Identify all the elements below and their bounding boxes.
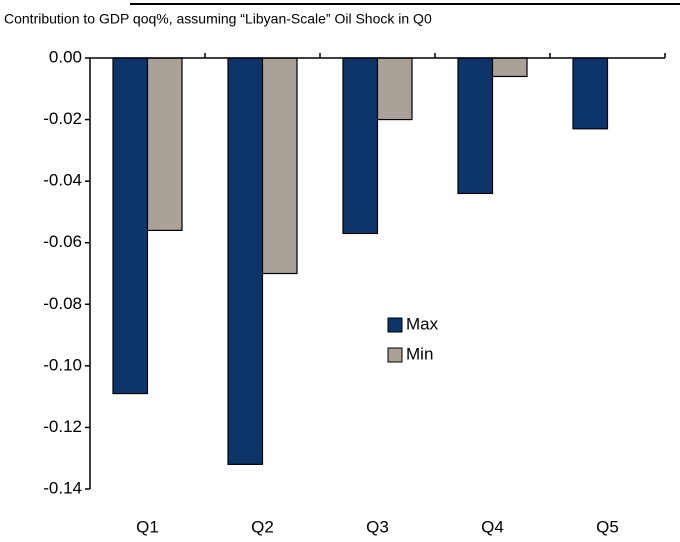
legend-swatch — [387, 317, 403, 333]
x-tick-label: Q1 — [136, 517, 159, 536]
legend-swatch — [387, 347, 403, 363]
legend-label: Min — [406, 344, 433, 363]
bar — [342, 57, 379, 235]
bar — [376, 57, 413, 121]
x-tick-label: Q3 — [366, 517, 389, 536]
y-tick-label: -0.02 — [43, 109, 82, 128]
bar — [572, 57, 609, 130]
bar — [261, 57, 298, 275]
y-tick-label: -0.14 — [43, 478, 82, 497]
y-tick-label: -0.06 — [43, 232, 82, 251]
chart-subtitle: Contribution to GDP qoq%, assuming “Liby… — [4, 11, 432, 27]
y-tick-label: -0.10 — [43, 355, 82, 374]
x-tick-label: Q5 — [596, 517, 619, 536]
x-tick-label: Q2 — [251, 517, 274, 536]
bar — [227, 57, 264, 465]
y-tick-label: -0.12 — [43, 417, 82, 436]
bar — [146, 57, 183, 231]
bar — [112, 57, 149, 395]
legend-label: Max — [406, 314, 439, 333]
y-tick-label: -0.04 — [43, 171, 82, 190]
y-tick-label: 0.00 — [49, 47, 82, 66]
bar — [457, 57, 494, 195]
x-tick-label: Q4 — [481, 517, 504, 536]
bar — [491, 57, 528, 78]
y-tick-label: -0.08 — [43, 294, 82, 313]
